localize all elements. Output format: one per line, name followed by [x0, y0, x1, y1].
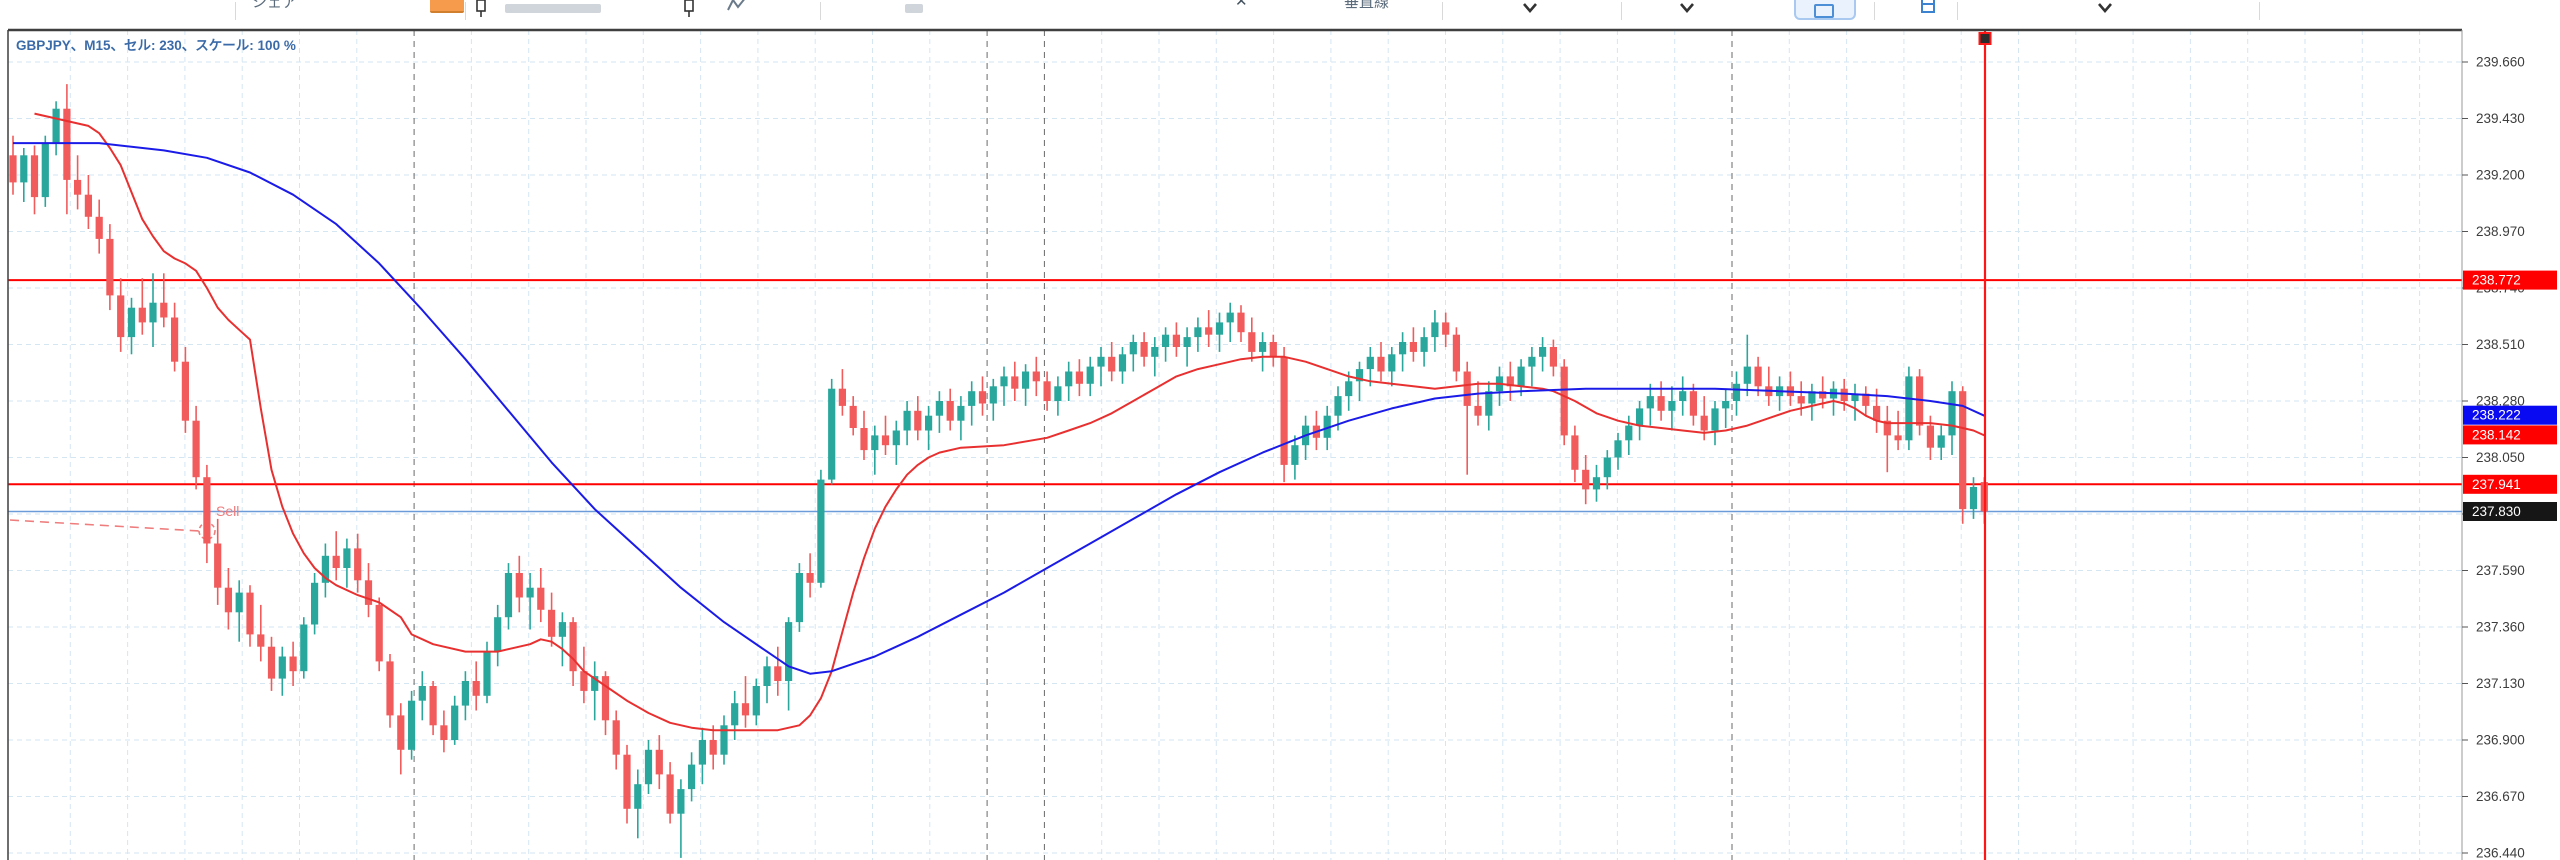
axis-price-label: 237.130	[2476, 676, 2525, 691]
axis-price-label: 239.430	[2476, 111, 2525, 126]
red-ma	[34, 112, 1985, 732]
vertical-line-object[interactable]	[1978, 30, 1992, 860]
chevron-icon[interactable]	[2097, 1, 2113, 19]
axis-price-label: 239.660	[2476, 55, 2525, 70]
axis-price-label: 238.510	[2476, 337, 2525, 352]
svg-text:238.772: 238.772	[2472, 273, 2521, 288]
svg-text:237.830: 237.830	[2472, 504, 2521, 519]
svg-text:238.142: 238.142	[2472, 427, 2521, 442]
axis-price-label: 238.280	[2476, 394, 2525, 409]
ghost-item	[505, 4, 601, 13]
sell-trade-label: Sell	[216, 503, 240, 519]
candle-icon[interactable]	[474, 0, 488, 20]
axis-price-label: 237.590	[2476, 563, 2525, 578]
vline-handle	[1978, 32, 1992, 45]
divider-item	[820, 2, 821, 20]
blue-ma	[13, 142, 1985, 675]
axis-price-label: 236.900	[2476, 733, 2525, 748]
squiggle-icon[interactable]	[726, 0, 748, 20]
price-badge-slow-ma-value: 238.222	[2463, 405, 2557, 425]
price-axis[interactable]: 239.660239.430239.200238.970238.740238.5…	[2462, 55, 2525, 860]
candlestick-series	[9, 84, 1988, 858]
divider-item	[1442, 2, 1443, 20]
axis-price-label: 236.670	[2476, 789, 2525, 804]
top-toolbar: シェア ✕ 垂直線	[0, 0, 2560, 20]
axis-price-label: 239.200	[2476, 168, 2525, 183]
active-button-item[interactable]	[1794, 0, 1856, 20]
price-badge-horizontal-line: 237.941	[2463, 474, 2557, 494]
divider-item	[1957, 2, 1958, 20]
chevron-icon[interactable]	[1679, 1, 1695, 19]
axis-price-label: 238.970	[2476, 224, 2525, 239]
blue-icon[interactable]	[1920, 0, 1936, 20]
price-badge-fast-ma-value: 238.142	[2463, 425, 2557, 445]
axis-price-label: 238.050	[2476, 450, 2525, 465]
svg-text:238.222: 238.222	[2472, 408, 2521, 423]
price-badge-bid-price: 237.830	[2463, 502, 2557, 521]
axis-price-label: 237.360	[2476, 620, 2525, 635]
text-item[interactable]: 垂直線	[1344, 0, 1390, 11]
svg-text:237.941: 237.941	[2472, 477, 2521, 492]
ghost-item	[905, 4, 923, 13]
divider-item	[1874, 2, 1875, 20]
divider-item	[235, 2, 236, 20]
divider-item	[2259, 2, 2260, 20]
chevron-icon[interactable]	[1522, 1, 1538, 19]
sell-entry-marker[interactable]	[9, 519, 216, 540]
divider-item	[465, 2, 466, 20]
text-item[interactable]: シェア	[252, 0, 298, 11]
price-badge-horizontal-line: 238.772	[2463, 270, 2557, 290]
chart-mode-glyph	[1814, 4, 1834, 18]
divider-item	[1621, 2, 1622, 20]
cross-icon[interactable]: ✕	[1235, 0, 1248, 10]
axis-price-label: 236.440	[2476, 846, 2525, 860]
chart-title: GBPJPY、M15、セル: 230、スケール: 100 %	[16, 38, 296, 53]
swatch-item[interactable]	[430, 0, 464, 13]
candle-icon[interactable]	[682, 0, 696, 20]
